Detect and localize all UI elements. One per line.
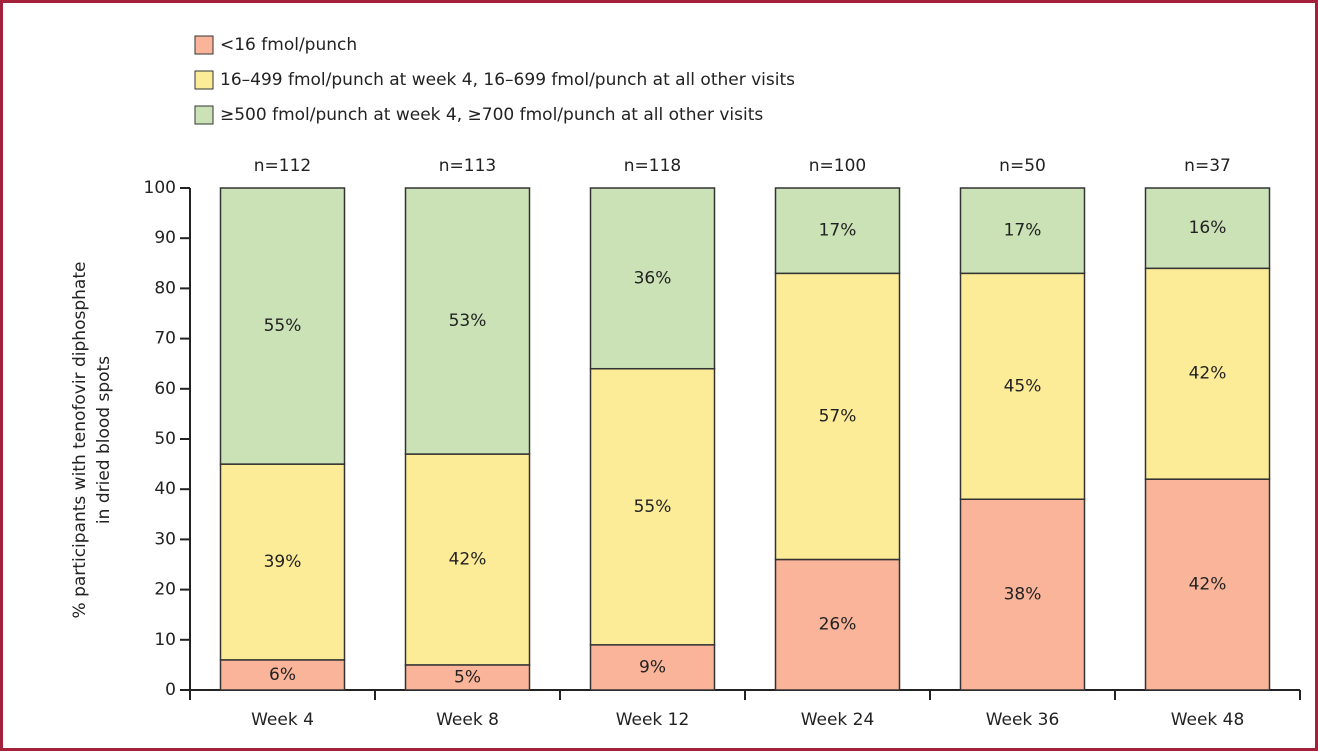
bar-segment: [959, 187, 1086, 275]
data-label: 55%: [634, 497, 672, 517]
x-tick-label: Week 12: [616, 710, 690, 730]
x-tick-label: Week 8: [436, 710, 499, 730]
y-tick-label: 70: [154, 329, 176, 349]
sample-size: n=37: [1184, 156, 1231, 176]
y-axis-title-line: % participants with tenofovir diphosphat…: [70, 262, 90, 619]
data-label: 5%: [454, 667, 481, 687]
y-tick-label: 50: [154, 429, 176, 449]
data-label: 36%: [634, 268, 672, 288]
sample-size: n=50: [999, 156, 1046, 176]
bar-segment: [1144, 267, 1271, 480]
bar-segment: [219, 187, 346, 465]
data-label: 42%: [1189, 364, 1227, 384]
bar-segment: [1144, 187, 1271, 270]
legend-swatch: [194, 70, 214, 90]
bar-segment: [589, 367, 716, 646]
bar-segment: [219, 463, 346, 661]
data-label: 17%: [1004, 221, 1042, 241]
x-tick-label: Week 4: [251, 710, 314, 730]
data-label: 9%: [639, 657, 666, 677]
data-label: 55%: [264, 316, 302, 336]
y-tick-label: 60: [154, 379, 176, 399]
legend-label: ≥500 fmol/punch at week 4, ≥700 fmol/pun…: [220, 105, 763, 125]
y-tick-label: 90: [154, 228, 176, 248]
bar-segment: [219, 659, 346, 691]
sample-size: n=118: [624, 156, 681, 176]
legend-label: 16–499 fmol/punch at week 4, 16–699 fmol…: [220, 70, 795, 90]
y-tick-label: 10: [154, 630, 176, 650]
sample-size: n=113: [439, 156, 496, 176]
y-tick-label: 0: [165, 680, 176, 700]
legend-label: <16 fmol/punch: [220, 35, 357, 55]
y-tick-label: 100: [144, 178, 176, 198]
data-label: 38%: [1004, 585, 1042, 605]
bar-segment: [404, 453, 531, 666]
y-axis-title-line: in dried blood spots: [94, 356, 114, 524]
data-label: 57%: [819, 406, 857, 426]
bar-segment: [404, 187, 531, 455]
legend-swatch: [194, 105, 214, 125]
bar-segment: [774, 187, 901, 275]
bar-segment: [774, 558, 901, 691]
y-axis-title: % participants with tenofovir diphosphat…: [70, 262, 114, 619]
bar-segment: [589, 187, 716, 370]
sample-size: n=112: [254, 156, 311, 176]
sample-size: n=100: [809, 156, 866, 176]
bar-segment: [774, 272, 901, 561]
bar-segment: [1144, 478, 1271, 691]
y-tick-label: 20: [154, 580, 176, 600]
bar-segment: [959, 272, 1086, 500]
y-tick-label: 40: [154, 479, 176, 499]
data-label: 39%: [264, 552, 302, 572]
data-label: 45%: [1004, 376, 1042, 396]
data-label: 42%: [449, 549, 487, 569]
x-tick-label: Week 36: [986, 710, 1060, 730]
data-label: 6%: [269, 665, 296, 685]
data-label: 16%: [1189, 218, 1227, 238]
y-tick-label: 30: [154, 529, 176, 549]
x-tick-label: Week 48: [1171, 710, 1245, 730]
y-tick-label: 80: [154, 278, 176, 298]
data-label: 17%: [819, 221, 857, 241]
data-label: 26%: [819, 615, 857, 635]
x-tick-label: Week 24: [801, 710, 875, 730]
data-label: 53%: [449, 311, 487, 331]
data-label: 42%: [1189, 575, 1227, 595]
legend-swatch: [194, 35, 214, 55]
